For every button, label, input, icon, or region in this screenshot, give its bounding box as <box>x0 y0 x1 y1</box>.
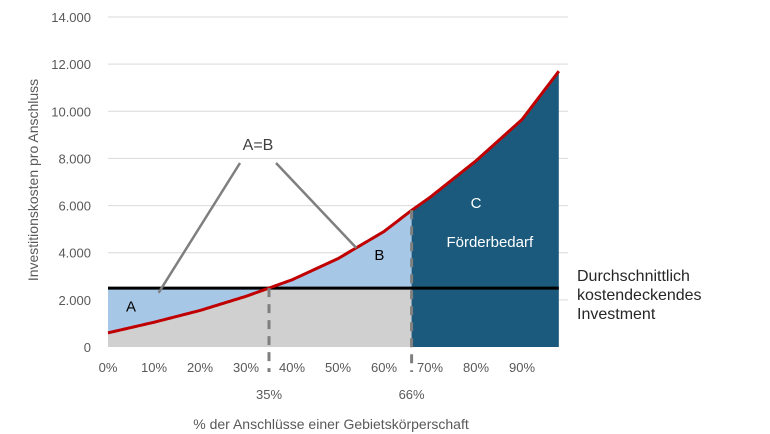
annotation-line-b <box>275 162 358 249</box>
y-tick-label: 4.000 <box>58 246 91 261</box>
x-tick-label: 90% <box>509 360 535 375</box>
x-tick-label: 60% <box>371 360 397 375</box>
x-tick-label: 50% <box>325 360 351 375</box>
x-tick-label: 0% <box>99 360 118 375</box>
y-tick-label: 10.000 <box>51 104 91 119</box>
region-c-area <box>411 71 559 347</box>
y-tick-label: 14.000 <box>51 10 91 25</box>
chart-lines <box>107 70 560 372</box>
region-b-area <box>269 210 412 289</box>
cost-curve <box>107 70 560 335</box>
y-tick-label: 6.000 <box>58 199 91 214</box>
y-tick-label: 2.000 <box>58 293 91 308</box>
region-label-b: B <box>374 247 384 264</box>
marker-label-2: 66% <box>399 387 425 402</box>
x-tick-label: 70% <box>417 360 443 375</box>
marker-label-1: 35% <box>256 387 282 402</box>
y-tick-label: 8.000 <box>58 151 91 166</box>
tick-labels: 0% 10% 20% 30% 40% 50% 60% 70% 80% 90% 0 2.000 4.000… <box>51 10 535 375</box>
y-tick-label: 12.000 <box>51 57 91 72</box>
y-axis-title: Investitionskosten pro Anschluss <box>25 79 41 281</box>
region-c-text: Förderbedarf <box>446 234 534 251</box>
x-tick-label: 10% <box>141 360 167 375</box>
x-tick-label: 30% <box>233 360 259 375</box>
region-a-area <box>108 288 269 333</box>
region-label-c: C <box>471 195 482 212</box>
chart-areas <box>108 71 559 347</box>
x-tick-label: 80% <box>463 360 489 375</box>
annotation-line-a <box>157 162 242 294</box>
annotation-label: A=B <box>243 137 274 154</box>
chart-labels: 35% 66% A=B A B C Förderbedarf Durchschnittlich… <box>126 137 702 402</box>
y-tick-label: 0 <box>84 340 91 355</box>
x-tick-label: 40% <box>279 360 305 375</box>
region-label-a: A <box>126 299 136 316</box>
x-axis-title: % der Anschlüsse einer Gebietskörperscha… <box>193 416 469 432</box>
average-cost-label: Durchschnittlich kostendeckendes Investmen… <box>577 268 702 323</box>
x-tick-label: 20% <box>187 360 213 375</box>
